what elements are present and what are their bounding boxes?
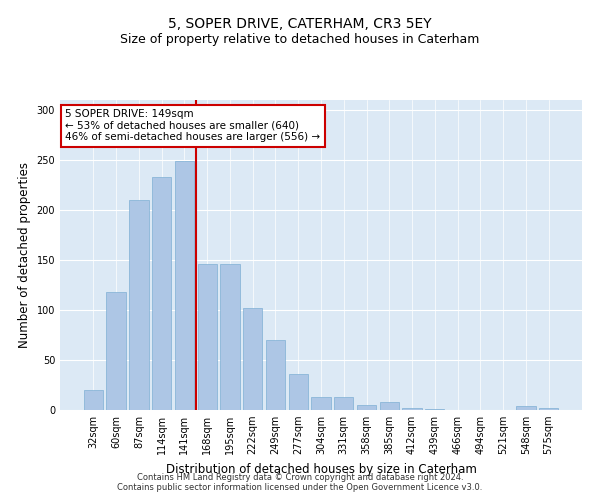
Bar xyxy=(539,408,558,410)
Bar xyxy=(403,408,422,410)
Text: Contains public sector information licensed under the Open Government Licence v3: Contains public sector information licen… xyxy=(118,484,482,492)
Text: 5 SOPER DRIVE: 149sqm
← 53% of detached houses are smaller (640)
46% of semi-det: 5 SOPER DRIVE: 149sqm ← 53% of detached … xyxy=(65,110,320,142)
X-axis label: Distribution of detached houses by size in Caterham: Distribution of detached houses by size … xyxy=(166,462,476,475)
Text: Size of property relative to detached houses in Caterham: Size of property relative to detached ho… xyxy=(121,32,479,46)
Bar xyxy=(197,264,217,410)
Bar xyxy=(220,264,239,410)
Y-axis label: Number of detached properties: Number of detached properties xyxy=(18,162,31,348)
Bar xyxy=(84,390,103,410)
Bar xyxy=(425,409,445,410)
Bar xyxy=(311,397,331,410)
Bar xyxy=(334,397,353,410)
Bar xyxy=(516,406,536,410)
Bar xyxy=(266,340,285,410)
Bar xyxy=(175,161,194,410)
Bar xyxy=(289,374,308,410)
Text: 5, SOPER DRIVE, CATERHAM, CR3 5EY: 5, SOPER DRIVE, CATERHAM, CR3 5EY xyxy=(168,18,432,32)
Bar xyxy=(152,177,172,410)
Bar xyxy=(243,308,262,410)
Bar xyxy=(380,402,399,410)
Bar xyxy=(106,292,126,410)
Bar xyxy=(129,200,149,410)
Bar xyxy=(357,405,376,410)
Text: Contains HM Land Registry data © Crown copyright and database right 2024.: Contains HM Land Registry data © Crown c… xyxy=(137,472,463,482)
